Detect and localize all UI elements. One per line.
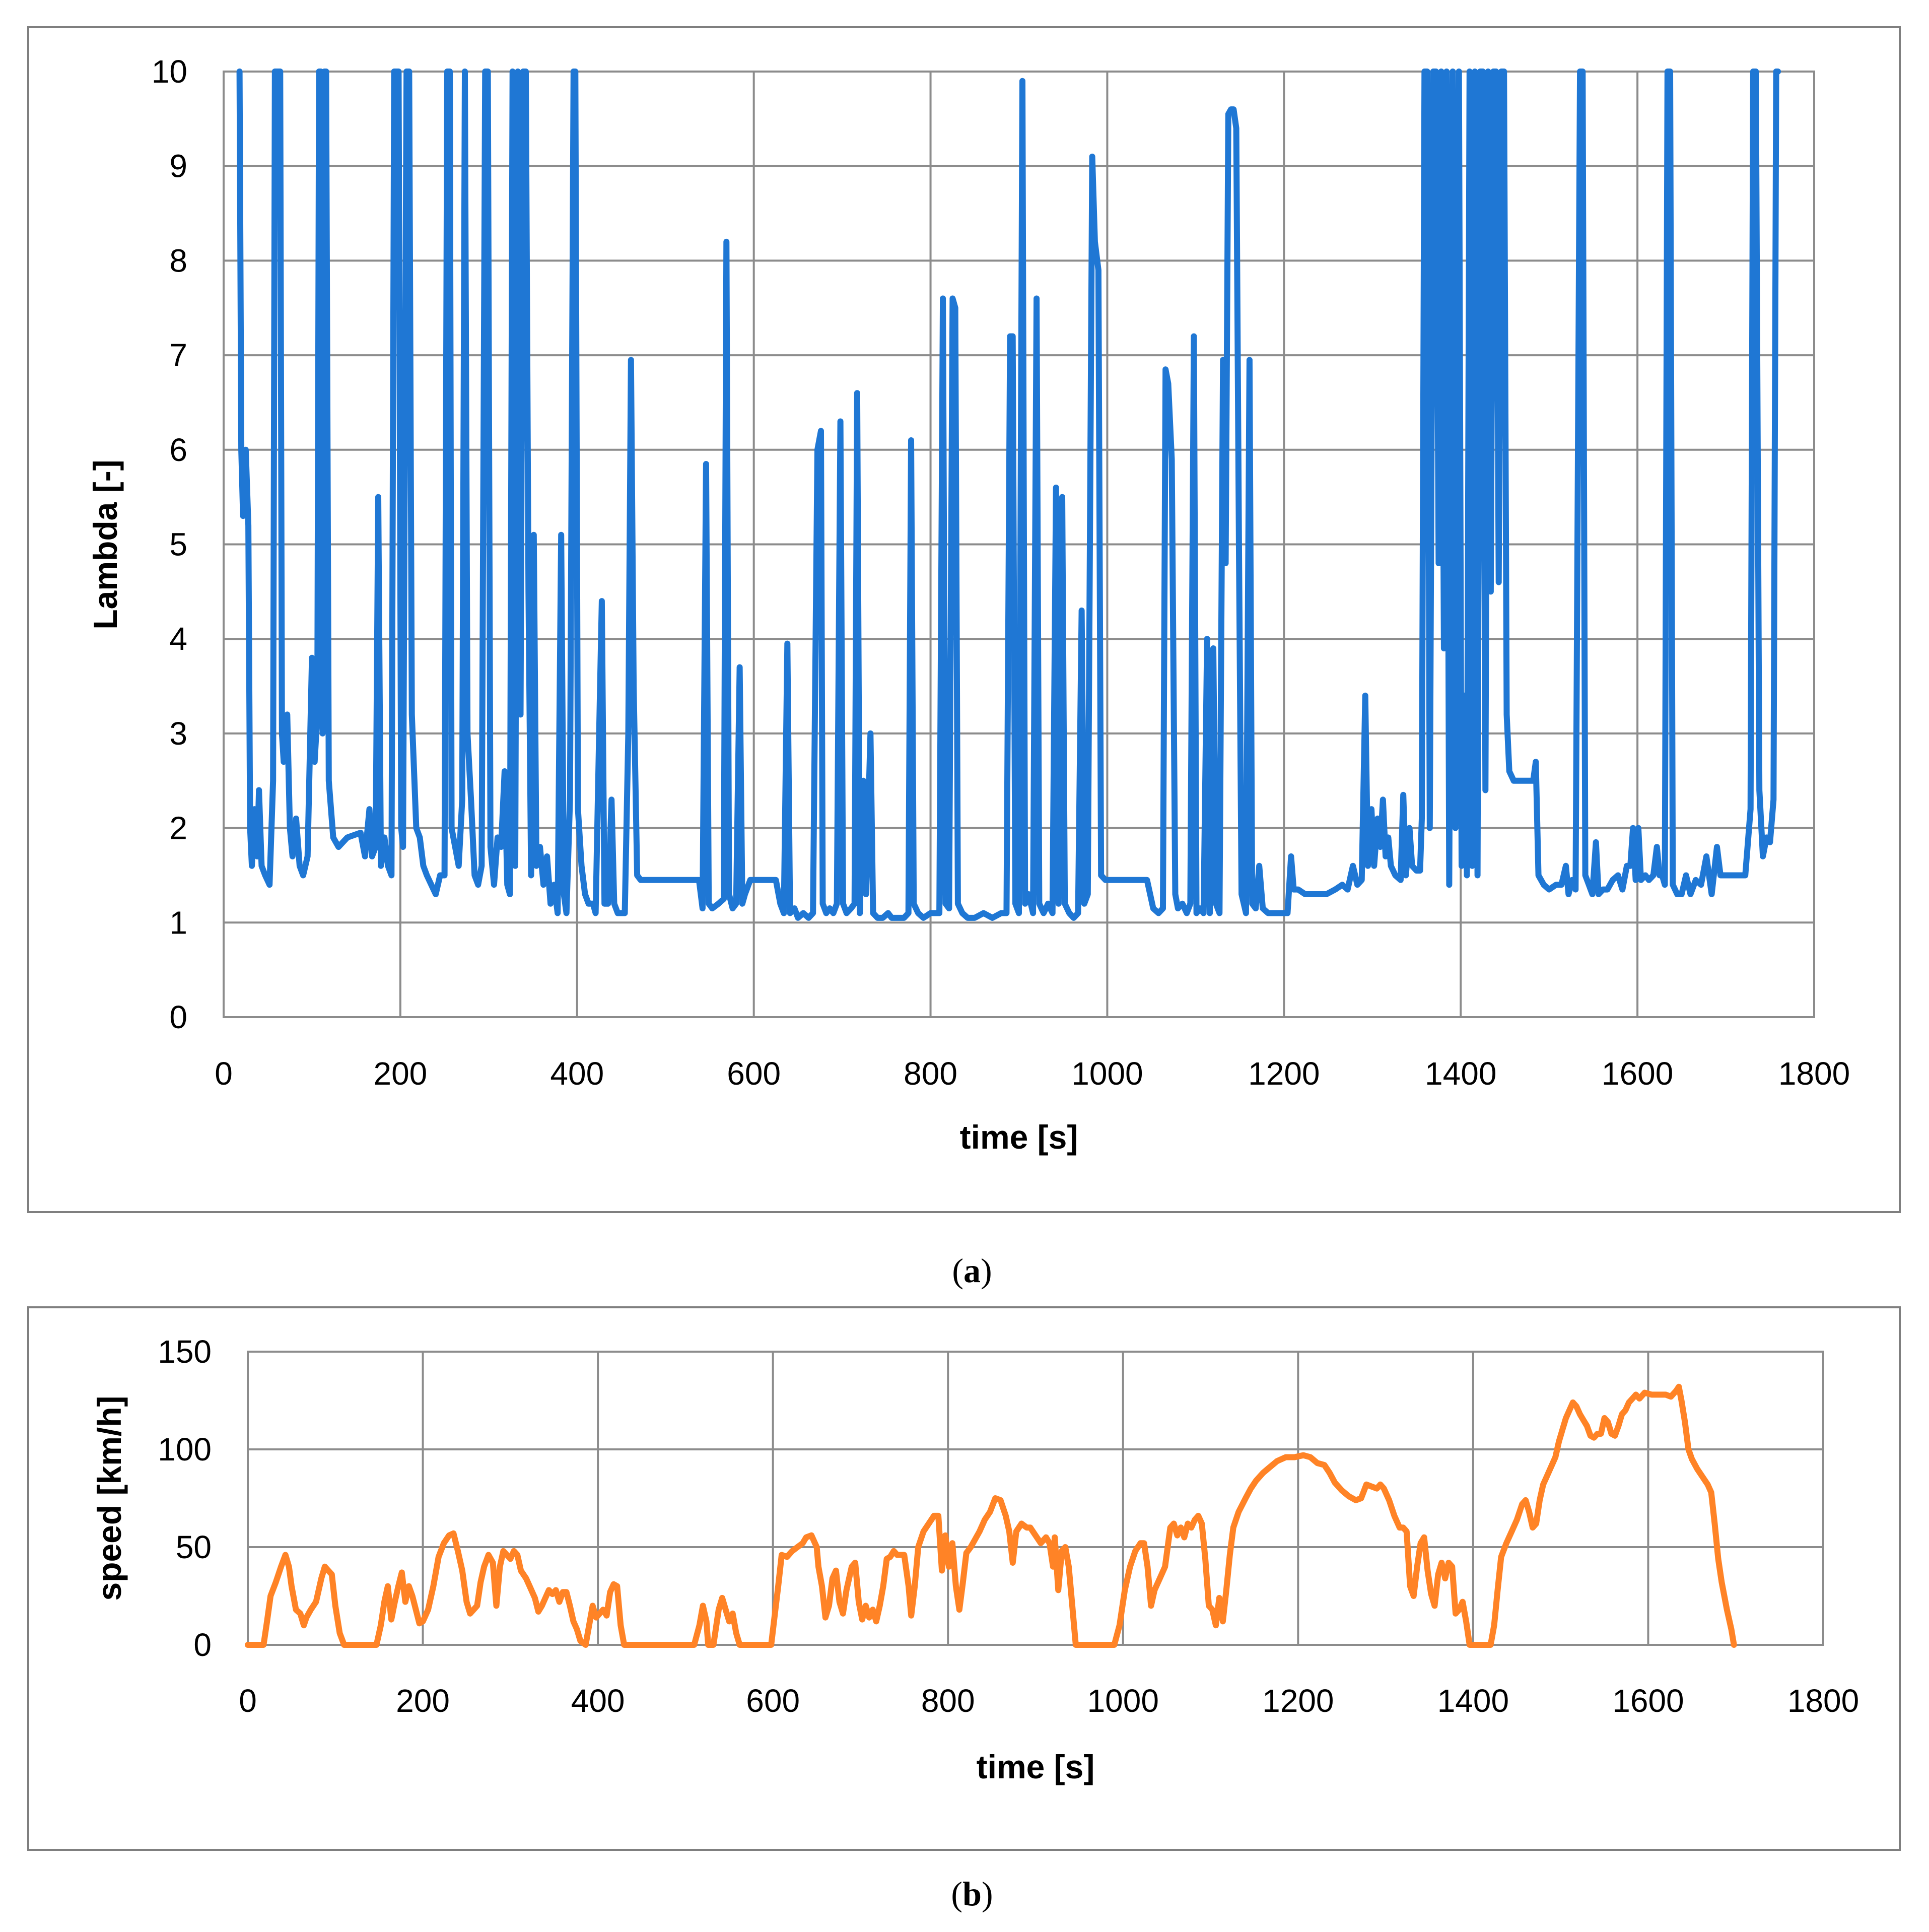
b-gridlines xyxy=(247,1351,1824,1646)
caption-b-close: ) xyxy=(982,1875,993,1913)
caption-a-open: ( xyxy=(952,1251,963,1290)
b-x-tick-6: 1200 xyxy=(1262,1683,1334,1719)
a-y-tick-7: 7 xyxy=(169,337,187,373)
a-y-tick-2: 2 xyxy=(169,810,187,846)
a-y-tick-6: 6 xyxy=(169,432,187,468)
a-plot-area xyxy=(223,71,1815,1018)
b-y-tick-0: 0 xyxy=(193,1627,212,1663)
b-y-tick-2: 100 xyxy=(158,1431,212,1468)
a-x-tick-0: 0 xyxy=(215,1055,233,1092)
a-x-tick-4: 800 xyxy=(904,1055,957,1092)
b-y-tick-1: 50 xyxy=(176,1529,212,1565)
lambda-line xyxy=(236,69,1781,921)
b-plot-area xyxy=(247,1351,1824,1646)
speed-line xyxy=(245,1383,1737,1648)
a-y-tick-9: 9 xyxy=(169,148,187,184)
b-y-tick-3: 150 xyxy=(158,1334,212,1370)
a-y-tick-5: 5 xyxy=(169,526,187,563)
a-x-tick-5: 1000 xyxy=(1071,1055,1143,1092)
a-x-tick-8: 1600 xyxy=(1602,1055,1673,1092)
a-y-tick-labels: 0 1 2 3 4 5 6 7 8 9 10 xyxy=(152,53,187,1035)
a-y-tick-8: 8 xyxy=(169,242,187,279)
b-x-tick-labels: 0 200 400 600 800 1000 1200 1400 1600 1800 xyxy=(239,1683,1859,1719)
caption-b-open: ( xyxy=(951,1875,962,1913)
b-x-tick-1: 200 xyxy=(396,1683,450,1719)
a-y-tick-10: 10 xyxy=(152,53,187,90)
b-y-tick-labels: 0 50 100 150 xyxy=(158,1334,212,1663)
caption-a-close: ) xyxy=(981,1251,992,1290)
b-x-tick-2: 400 xyxy=(571,1683,625,1719)
b-x-tick-8: 1600 xyxy=(1612,1683,1684,1719)
a-y-tick-4: 4 xyxy=(169,621,187,657)
a-x-tick-3: 600 xyxy=(727,1055,781,1092)
b-x-tick-3: 600 xyxy=(746,1683,800,1719)
b-x-axis-label: time [s] xyxy=(977,1748,1095,1785)
a-x-tick-6: 1200 xyxy=(1248,1055,1320,1092)
a-x-tick-labels: 0 200 400 600 800 1000 1200 1400 1600 1800 xyxy=(215,1055,1850,1092)
caption-b-letter: b xyxy=(962,1875,982,1913)
a-x-tick-9: 1800 xyxy=(1778,1055,1850,1092)
a-y-tick-1: 1 xyxy=(169,904,187,941)
b-x-tick-5: 1000 xyxy=(1087,1683,1159,1719)
panel-b: 0 50 100 150 0 200 400 600 800 1000 1200 1400 1600 1… xyxy=(27,1306,1901,1851)
panel-a-frame xyxy=(27,26,1901,1213)
a-x-tick-7: 1400 xyxy=(1425,1055,1496,1092)
a-y-axis-label: Lambda [-] xyxy=(87,459,124,629)
b-x-tick-7: 1400 xyxy=(1437,1683,1509,1719)
a-x-tick-1: 200 xyxy=(373,1055,427,1092)
a-y-tick-3: 3 xyxy=(169,715,187,752)
b-x-tick-9: 1800 xyxy=(1787,1683,1859,1719)
caption-b: (b) xyxy=(951,1875,993,1913)
a-y-tick-0: 0 xyxy=(169,999,187,1035)
b-y-axis-label: speed [km/h] xyxy=(91,1395,128,1601)
caption-a: (a) xyxy=(952,1251,992,1290)
a-x-axis-label: time [s] xyxy=(960,1118,1078,1156)
panel-a: 0 1 2 3 4 5 6 7 8 9 10 0 200 400 600 800 1000 1200 1400 16… xyxy=(27,26,1901,1213)
b-x-tick-0: 0 xyxy=(239,1683,257,1719)
b-x-tick-4: 800 xyxy=(921,1683,975,1719)
a-x-tick-2: 400 xyxy=(550,1055,604,1092)
caption-a-letter: a xyxy=(963,1251,981,1290)
panel-b-frame xyxy=(27,1306,1901,1851)
